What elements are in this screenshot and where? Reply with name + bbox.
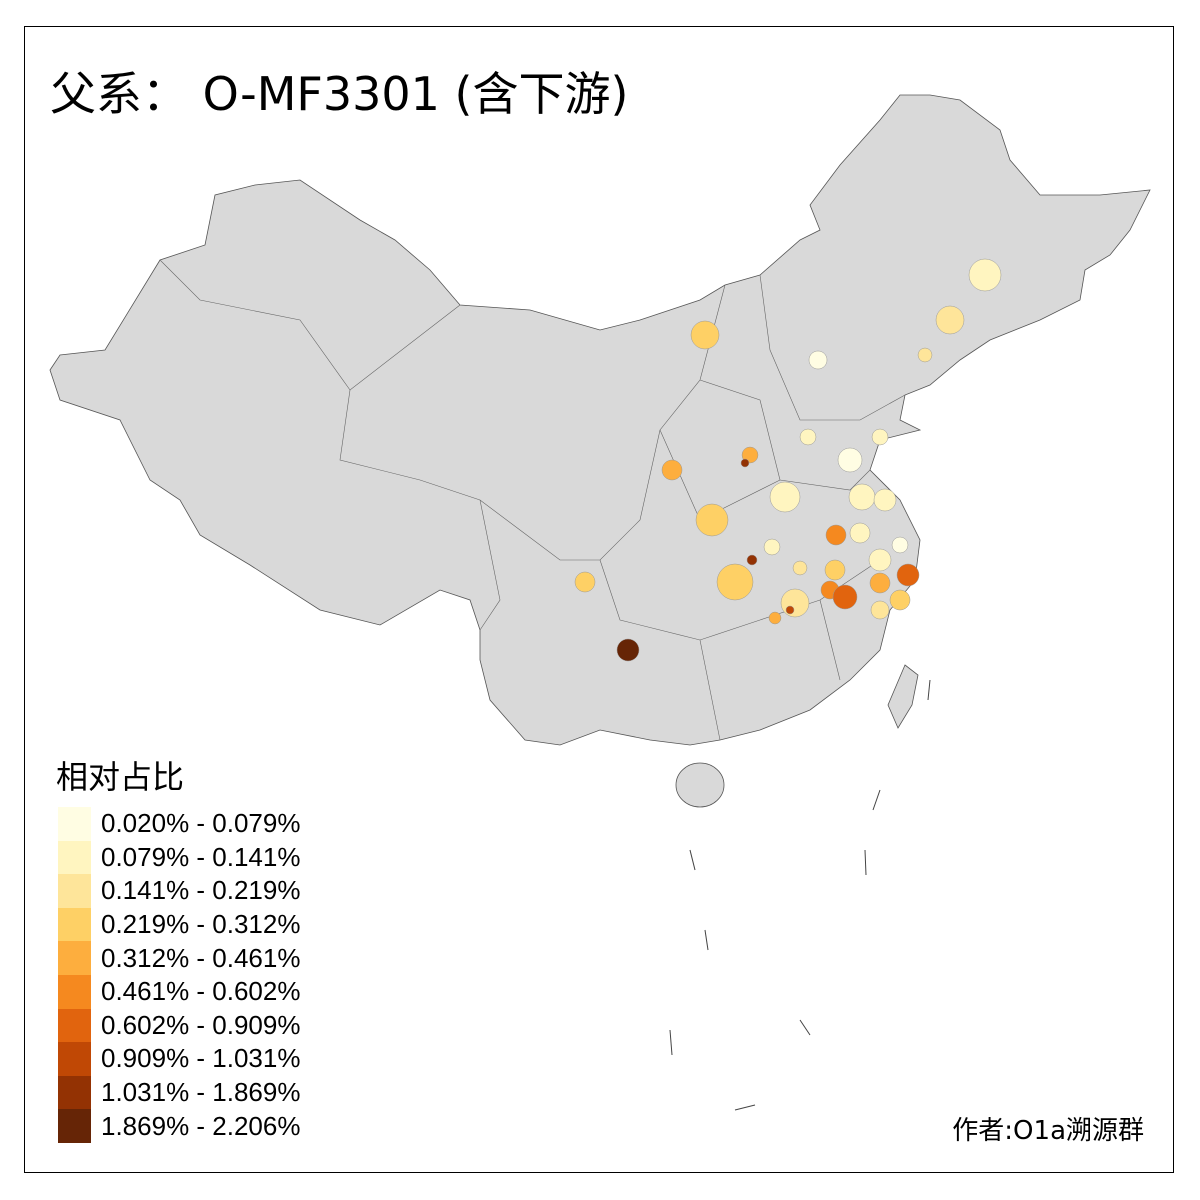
region-shape xyxy=(869,572,891,594)
author-credit: 作者:O1a溯源群 xyxy=(952,1116,1144,1146)
region-shape xyxy=(768,611,782,625)
region-shape xyxy=(891,536,909,554)
region-shape xyxy=(690,320,720,350)
legend-label: 0.219% - 0.312% xyxy=(101,909,301,940)
legend-swatch xyxy=(58,807,91,841)
region-shape xyxy=(792,560,808,576)
region-shape xyxy=(832,584,858,610)
legend-item: 0.079% - 0.141% xyxy=(58,840,301,875)
region-shape xyxy=(616,638,640,662)
region-shape xyxy=(889,589,911,611)
highlighted-regions xyxy=(574,258,1002,662)
legend-swatch xyxy=(58,1109,91,1143)
taiwan-island xyxy=(887,664,919,729)
region-shape xyxy=(868,548,892,572)
legend-item: 0.312% - 0.461% xyxy=(58,941,300,975)
region-shape xyxy=(825,524,847,546)
legend-title: 相对占比 xyxy=(56,758,185,796)
legend-swatch xyxy=(58,1008,91,1043)
region-shape xyxy=(848,483,876,511)
south-china-sea-islands xyxy=(669,679,931,1111)
region-shape xyxy=(896,563,920,587)
region-shape xyxy=(917,347,933,363)
region-shape xyxy=(785,605,795,615)
legend-label: 0.079% - 0.141% xyxy=(101,841,301,872)
region-shape xyxy=(799,428,817,446)
legend-label: 0.602% - 0.909% xyxy=(101,1009,301,1040)
region-shape xyxy=(837,447,863,473)
legend-swatch xyxy=(58,1042,91,1076)
legend-item: 1.031% - 1.869% xyxy=(58,1075,301,1110)
region-shape xyxy=(695,503,729,537)
legend-swatch xyxy=(58,874,91,908)
region-shape xyxy=(746,554,758,566)
legend-item: 0.219% - 0.312% xyxy=(58,907,301,942)
region-shape xyxy=(780,588,810,618)
legend-label: 0.909% - 1.031% xyxy=(101,1043,301,1074)
region-shape xyxy=(871,428,889,446)
region-shape xyxy=(763,538,781,556)
map-frame xyxy=(24,26,1174,1173)
hainan-island xyxy=(675,762,725,808)
china-mainland xyxy=(49,94,1151,746)
legend-item: 0.461% - 0.602% xyxy=(58,974,301,1009)
legend-label: 1.869% - 2.206% xyxy=(101,1110,301,1141)
region-shape xyxy=(716,563,754,601)
legend-item: 1.869% - 2.206% xyxy=(58,1109,300,1143)
legend-swatch xyxy=(58,840,91,875)
region-shape xyxy=(574,571,596,593)
region-shape xyxy=(873,488,897,512)
region-shape xyxy=(808,350,828,370)
legend-swatch xyxy=(58,907,91,942)
legend-item: 0.141% - 0.219% xyxy=(58,874,300,908)
legend-label: 0.312% - 0.461% xyxy=(101,942,301,973)
page-title: 父系： O-MF3301 (含下游) xyxy=(50,67,629,121)
legend-label: 1.031% - 1.869% xyxy=(101,1077,301,1108)
legend-label: 0.141% - 0.219% xyxy=(101,875,301,906)
legend: 0.020% - 0.079% 0.079% - 0.141% 0.141% - 0… xyxy=(58,807,300,1143)
legend-swatch xyxy=(58,941,91,975)
region-shape xyxy=(661,459,683,481)
legend-item: 0.602% - 0.909% xyxy=(58,1008,301,1043)
legend-swatch xyxy=(58,1075,91,1110)
region-shape xyxy=(870,600,890,620)
region-shape xyxy=(968,258,1002,292)
legend-item: 0.909% - 1.031% xyxy=(58,1042,300,1076)
region-shape xyxy=(740,458,750,468)
region-shape xyxy=(849,522,871,544)
legend-item: 0.020% - 0.079% xyxy=(58,807,300,841)
region-shape xyxy=(769,481,801,513)
region-shape xyxy=(935,305,965,335)
legend-label: 0.461% - 0.602% xyxy=(101,976,301,1007)
legend-swatch xyxy=(58,974,91,1009)
legend-label: 0.020% - 0.079% xyxy=(101,808,301,839)
region-shape xyxy=(824,559,846,581)
